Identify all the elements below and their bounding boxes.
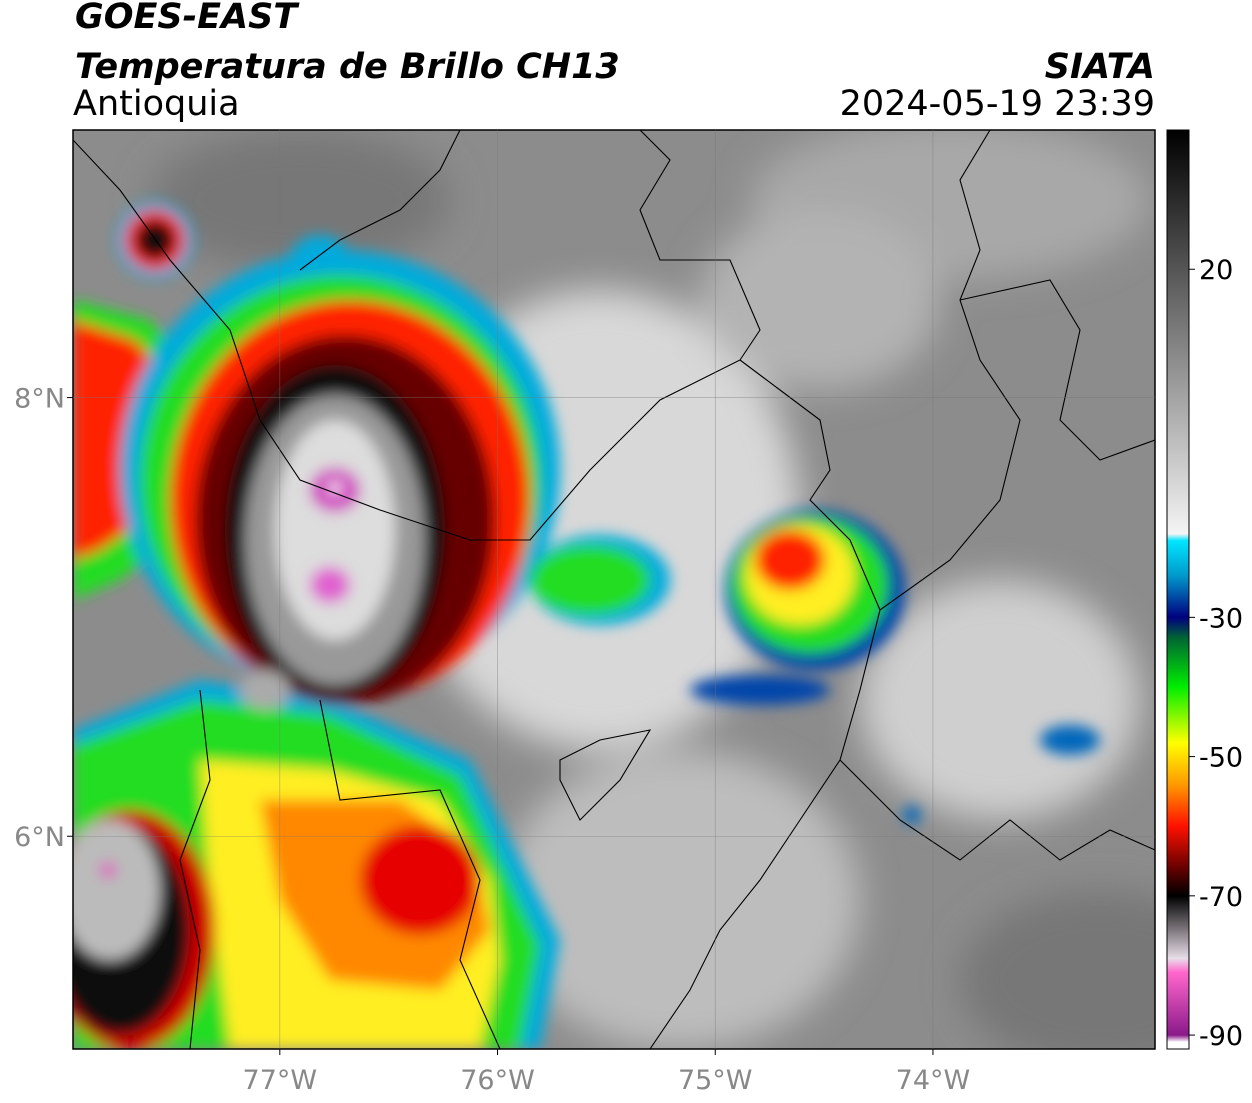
lat-tick-label: 8°N [14, 384, 65, 415]
lon-tick-label: 77°W [243, 1065, 318, 1096]
borders [73, 130, 1155, 1049]
map-frame [72, 129, 1156, 1050]
colorbar [1166, 129, 1190, 1050]
lon-tick-label: 76°W [460, 1065, 535, 1096]
source: SIATA [1045, 47, 1155, 87]
colorbar-tick-label: -50 [1199, 743, 1243, 774]
lon-tick-label: 75°W [678, 1065, 753, 1096]
lat-tick-label: 6°N [14, 822, 65, 853]
region: Antioquia [73, 84, 240, 124]
graticule: 77°W 76°W 75°W 74°W 8°N 6°N [14, 130, 1155, 1096]
title: GOES-EAST [75, 0, 300, 37]
imagery [73, 130, 1155, 1049]
colorbar-tick-label: 20 [1199, 255, 1233, 286]
colorbar-tick-label: -70 [1199, 882, 1243, 913]
datetime: 2024-05-19 23:39 [840, 84, 1155, 124]
colorbar-tick-label: -90 [1199, 1021, 1243, 1052]
colorbar-tick-label: -30 [1199, 603, 1243, 634]
lon-tick-label: 74°W [896, 1065, 971, 1096]
subtitle: Temperatura de Brillo CH13 [75, 47, 620, 87]
